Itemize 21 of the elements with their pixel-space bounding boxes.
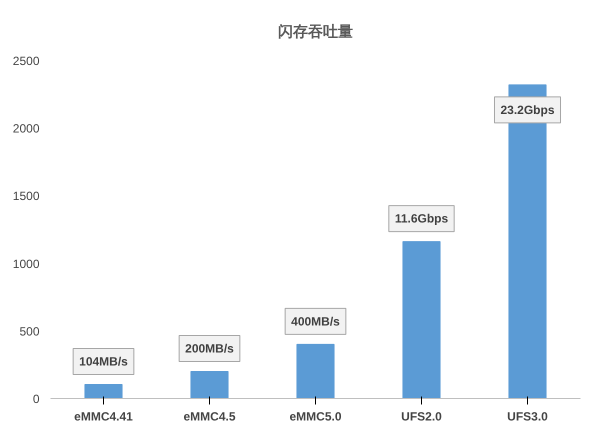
x-tick-label: UFS2.0 — [401, 410, 442, 424]
bar — [296, 344, 335, 398]
y-tick-label: 2000 — [12, 122, 40, 136]
annotation: 104MB/s — [79, 354, 128, 368]
x-tick-label: eMMC5.0 — [289, 410, 342, 424]
x-tick-label: eMMC4.41 — [74, 410, 134, 424]
annotation: 23.2Gbps — [500, 102, 555, 117]
x-tick-label: UFS3.0 — [507, 410, 548, 424]
bar — [190, 370, 229, 398]
y-tick-label: 500 — [19, 324, 40, 338]
bar — [402, 241, 441, 398]
y-tick-label: 2500 — [12, 54, 40, 68]
bar — [84, 384, 123, 398]
y-tick-label: 1500 — [12, 189, 40, 204]
y-tick-label: 0 — [32, 392, 40, 406]
chart-title: 闪存吞吐量 — [278, 22, 353, 40]
x-tick-label: eMMC4.5 — [183, 410, 236, 424]
y-tick-label: 1000 — [12, 256, 40, 271]
annotation: 11.6Gbps — [394, 212, 449, 226]
annotation: 200MB/s — [185, 341, 234, 356]
annotation: 400MB/s — [291, 314, 340, 328]
